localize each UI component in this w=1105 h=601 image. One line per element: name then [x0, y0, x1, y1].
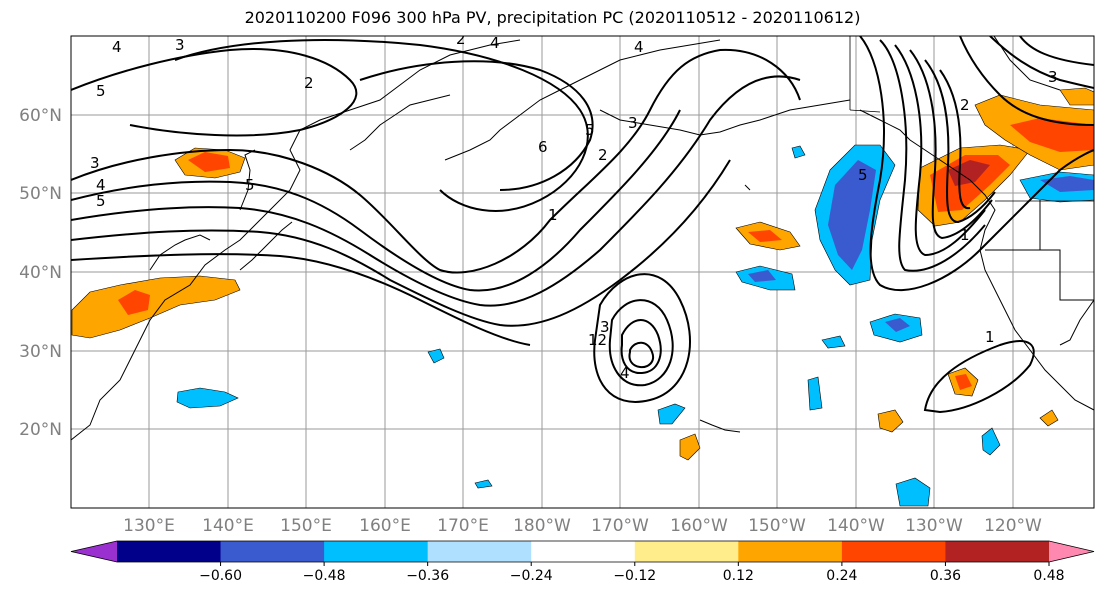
colorbar-segment	[531, 541, 636, 562]
contour-label: 3	[90, 154, 100, 172]
contour-label: 3	[628, 114, 638, 132]
lat-label: 30°N	[19, 342, 62, 362]
colorbar-tick-label: 0.12	[723, 568, 754, 584]
contour-label: 5	[245, 176, 255, 194]
colorbar-tick-label: 0.36	[930, 568, 961, 584]
precip-positive-asia	[71, 275, 241, 339]
colorbar-tick-label: 0.48	[1033, 568, 1064, 584]
contour-label: 3	[600, 318, 610, 336]
colorbar-tick-label: −0.60	[199, 568, 242, 584]
contour-label: 6	[538, 138, 548, 156]
lat-label: 20°N	[19, 420, 62, 440]
lon-label: 170°W	[591, 516, 649, 536]
precip-negative-west	[176, 387, 239, 409]
contour-labels: 4 3 5 4 5 2 6 5 4 3 2 1 5 4 3 2 1 12 3 4	[90, 30, 1058, 382]
contour-label: 1	[960, 226, 970, 244]
contour-label: 1	[548, 206, 558, 224]
lon-label: 160°W	[670, 516, 728, 536]
colorbar-segment	[117, 541, 222, 562]
lat-label: 60°N	[19, 106, 62, 126]
contour-label: 5	[96, 192, 106, 210]
contour-label: 5	[585, 121, 595, 139]
colorbar-segment	[738, 541, 843, 562]
lat-label: 50°N	[19, 184, 62, 204]
contour-label: 4	[620, 364, 630, 382]
lon-label: 130°W	[905, 516, 963, 536]
colorbar-extend-low	[71, 541, 117, 562]
colorbar-segment	[945, 541, 1050, 562]
contour-label: 5	[858, 166, 868, 184]
map-frame	[70, 35, 1095, 509]
contour-label: 3	[1048, 68, 1058, 86]
lon-label: 160°E	[359, 516, 411, 536]
contour-label: 2	[304, 74, 314, 92]
contour-label: 3	[175, 36, 185, 54]
contour-label: 5	[96, 82, 106, 100]
lat-label: 40°N	[19, 263, 62, 283]
colorbar-segment	[634, 541, 739, 562]
lon-label: 150°E	[280, 516, 332, 536]
lon-labels: 130°E 140°E 150°E 160°E 170°E 180°W 170°…	[123, 516, 1042, 536]
colorbar-tick-label: 0.24	[826, 568, 857, 584]
colorbar-segment	[220, 541, 325, 562]
lon-label: 130°E	[123, 516, 175, 536]
borders	[849, 36, 1094, 202]
contour-label: 1	[985, 328, 995, 346]
colorbar-ticks: −0.60 −0.48 −0.36 −0.24 −0.12 0.12 0.24 0.36 0.4…	[199, 562, 1065, 584]
colorbar-tick-label: −0.24	[510, 568, 553, 584]
colorbar-segment	[427, 541, 532, 562]
contour-label: 4	[634, 38, 644, 56]
lon-label: 150°W	[748, 516, 806, 536]
contour-label: 2	[960, 96, 970, 114]
contour-label: 4	[96, 176, 106, 194]
colorbar-tick-label: −0.48	[303, 568, 346, 584]
colorbar-extend-high	[1049, 541, 1094, 562]
colorbar-segment	[841, 541, 946, 562]
contour-label: 4	[112, 38, 122, 56]
lon-label: 180°W	[513, 516, 571, 536]
contour-label: 2	[598, 146, 608, 164]
contour-label: 4	[490, 34, 500, 52]
colorbar-segment	[324, 541, 429, 562]
lat-labels: 60°N 50°N 40°N 30°N 20°N	[19, 106, 62, 440]
pv-contours	[71, 36, 1094, 414]
lon-label: 140°W	[827, 516, 885, 536]
lon-label: 170°E	[437, 516, 489, 536]
precip-shading	[71, 87, 1094, 507]
lon-label: 120°W	[984, 516, 1042, 536]
colorbar-tick-label: −0.12	[613, 568, 656, 584]
contour-label: 12	[588, 331, 607, 349]
lon-label: 140°E	[202, 516, 254, 536]
contour-label: 2	[456, 30, 466, 48]
map-title: 2020110200 F096 300 hPa PV, precipitatio…	[244, 8, 861, 27]
colorbar-tick-label: −0.36	[406, 568, 449, 584]
colorbar	[70, 540, 1095, 563]
